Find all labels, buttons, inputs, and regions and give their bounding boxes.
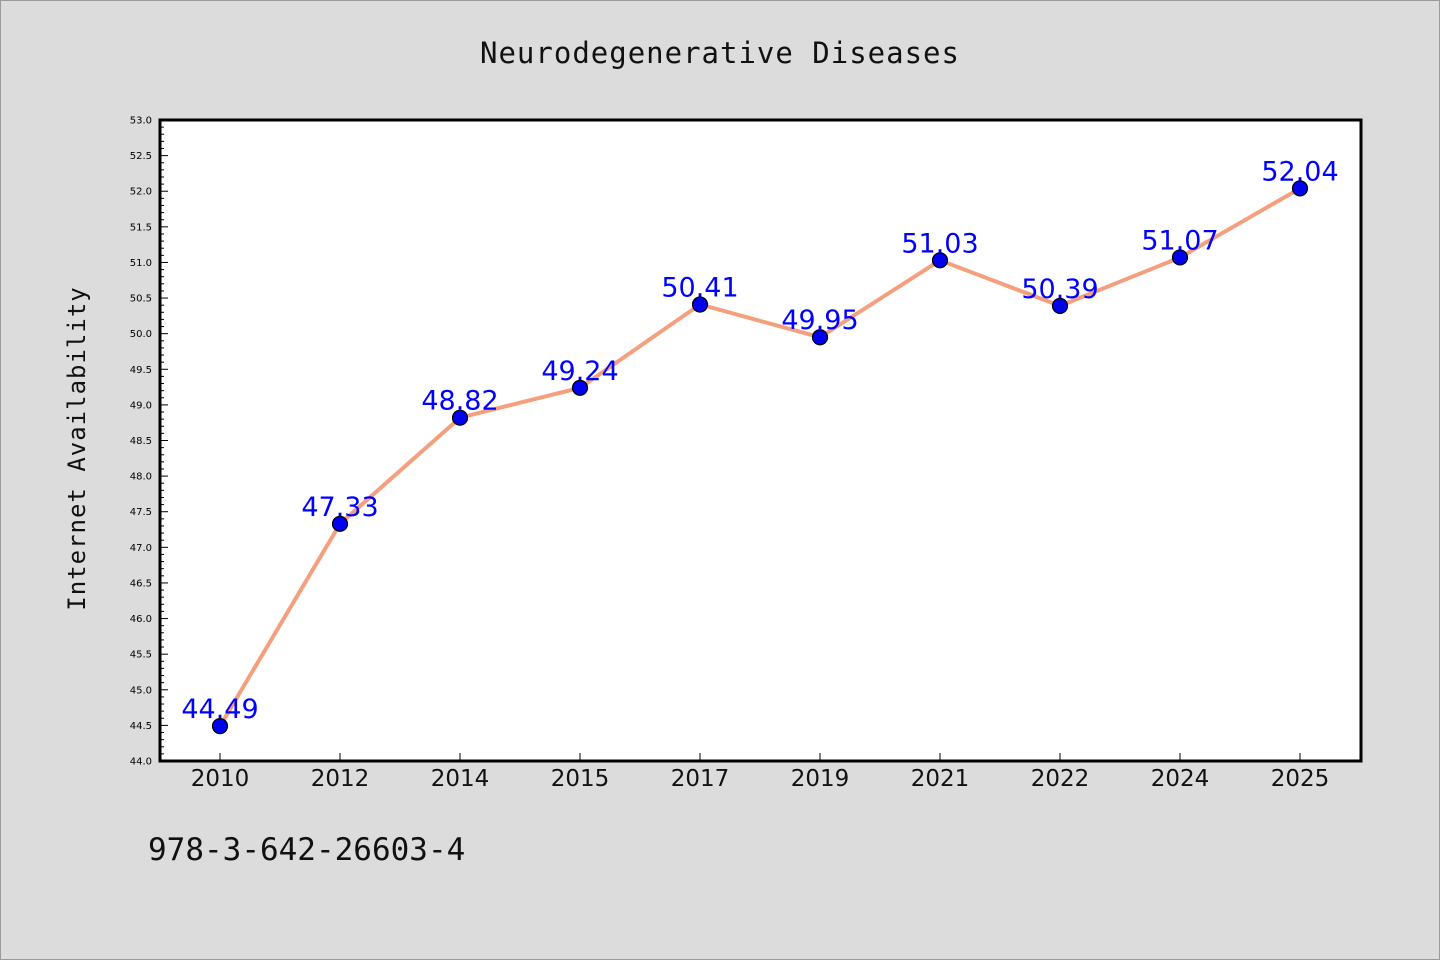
data-point (1291, 180, 1309, 197)
x-tick-label: 2019 (791, 766, 850, 792)
series-line (218, 186, 1302, 729)
data-point (811, 329, 829, 346)
plot-area (160, 120, 1361, 761)
data-label: 49.95 (781, 305, 858, 336)
x-tick-label: 2024 (1151, 766, 1210, 792)
data-point (331, 515, 349, 532)
data-label: 50.41 (661, 272, 738, 303)
chart-title: Neurodegenerative Diseases (480, 36, 960, 70)
y-tick-label: 45.0 (130, 685, 152, 696)
x-tick-label: 2010 (191, 766, 250, 792)
x-tick-label: 2015 (551, 766, 610, 792)
y-tick-label: 44.5 (130, 721, 152, 732)
y-tick-label: 46.0 (130, 614, 152, 625)
y-tick-label: 46.5 (130, 578, 152, 589)
data-point (931, 252, 949, 269)
data-label: 50.39 (1021, 274, 1098, 305)
data-label: 51.07 (1141, 225, 1218, 256)
x-tick-label: 2022 (1031, 766, 1090, 792)
data-point (1051, 297, 1069, 314)
data-label: 44.49 (181, 694, 258, 725)
data-label: 48.82 (421, 386, 498, 417)
y-tick-label: 49.5 (130, 365, 152, 376)
data-label: 52.04 (1261, 156, 1338, 187)
y-tick-label: 51.5 (130, 222, 152, 233)
y-tick-label: 47.5 (130, 507, 152, 518)
data-label: 47.33 (301, 492, 378, 523)
plot-frame (158, 118, 1363, 763)
y-tick-label: 53.0 (130, 116, 152, 127)
y-tick-label: 50.0 (130, 329, 152, 340)
y-tick-label: 52.5 (130, 151, 152, 162)
y-tick-label: 48.5 (130, 436, 152, 447)
y-tick-label: 44.0 (130, 757, 152, 768)
y-tick-label: 51.0 (130, 258, 152, 269)
x-tick-label: 2021 (911, 766, 970, 792)
x-tick-label: 2014 (431, 766, 490, 792)
y-tick-label: 50.5 (130, 294, 152, 305)
y-tick-label: 49.0 (130, 400, 152, 411)
data-label: 49.24 (541, 356, 618, 387)
data-point (211, 718, 229, 735)
y-tick-label: 47.0 (130, 543, 152, 554)
data-point (451, 409, 469, 426)
y-tick-label: 52.0 (130, 187, 152, 198)
y-tick-label: 45.5 (130, 650, 152, 661)
data-point (571, 379, 589, 396)
x-tick-label: 2025 (1271, 766, 1330, 792)
x-tick-label: 2017 (671, 766, 730, 792)
x-tick-label: 2012 (311, 766, 370, 792)
isbn-footer: 978-3-642-26603-4 (148, 832, 466, 868)
y-tick-label: 48.0 (130, 472, 152, 483)
y-axis-label: Internet Availability (63, 286, 91, 610)
data-point (691, 296, 709, 313)
data-point (1171, 249, 1189, 266)
data-label: 51.03 (901, 228, 978, 259)
